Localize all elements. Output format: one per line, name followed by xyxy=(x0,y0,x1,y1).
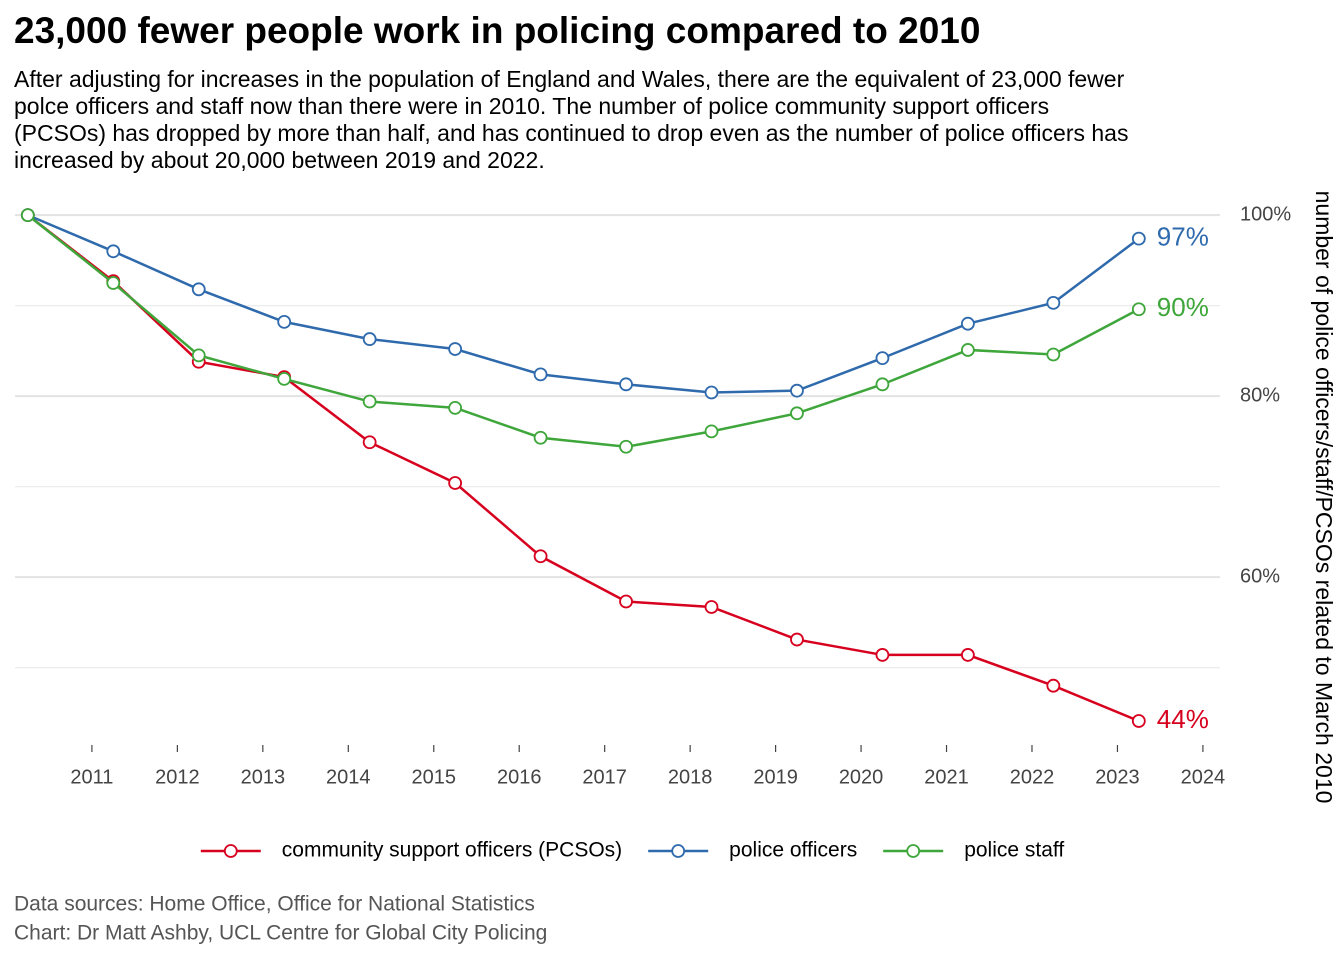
data-point xyxy=(875,648,890,662)
data-point xyxy=(960,316,975,331)
data-point xyxy=(875,377,890,392)
data-point xyxy=(1131,714,1146,728)
value-label: 90% xyxy=(1157,292,1209,322)
y-tick-label: 80% xyxy=(1240,384,1280,406)
subtitle-line: After adjusting for increases in the pop… xyxy=(14,66,1125,92)
y-tick-label: 60% xyxy=(1240,565,1280,587)
data-point xyxy=(704,424,719,439)
x-tick-label: 2014 xyxy=(326,766,371,788)
data-point xyxy=(619,594,633,609)
x-tick-label: 2012 xyxy=(155,766,200,788)
data-point xyxy=(191,348,206,363)
x-tick-label: 2023 xyxy=(1095,766,1140,788)
data-point xyxy=(1131,231,1146,246)
subtitle-line: increased by about 20,000 between 2019 a… xyxy=(14,147,545,173)
data-point xyxy=(790,383,804,398)
subtitle-line: (PCSOs) has dropped by more than half, a… xyxy=(14,120,1128,146)
legend-label: police staff xyxy=(964,839,1064,862)
series-line xyxy=(27,213,1140,394)
legend-marker xyxy=(906,844,921,858)
data-point xyxy=(533,367,548,382)
data-point xyxy=(790,406,804,421)
series-line xyxy=(27,214,1140,723)
y-axis-label: number of police officers/staff/PCSOs re… xyxy=(1311,191,1337,804)
value-label: 44% xyxy=(1157,704,1209,734)
data-point xyxy=(533,549,548,564)
data-point xyxy=(1046,678,1061,693)
data-point xyxy=(1131,302,1146,317)
legend-marker xyxy=(671,844,686,858)
data-point xyxy=(277,372,292,386)
x-tick-label: 2015 xyxy=(412,766,457,788)
legend-item: police officers xyxy=(648,839,857,862)
data-point xyxy=(362,332,377,346)
value-label: 97% xyxy=(1157,222,1209,252)
data-point xyxy=(619,377,633,392)
x-tick-label: 2011 xyxy=(70,766,113,788)
data-point xyxy=(704,385,719,400)
legend-item: police staff xyxy=(883,839,1064,862)
x-tick-label: 2021 xyxy=(924,766,969,788)
data-point xyxy=(704,600,719,614)
data-point xyxy=(619,439,633,454)
x-tick-label: 2018 xyxy=(668,766,713,788)
legend-item: community support officers (PCSOs) xyxy=(200,839,622,862)
data-point xyxy=(875,351,890,365)
data-point xyxy=(20,208,35,223)
y-tick-label: 100% xyxy=(1240,203,1291,225)
data-point xyxy=(960,648,975,662)
x-tick-label: 2020 xyxy=(839,766,884,788)
data-point xyxy=(106,244,121,259)
x-tick-label: 2016 xyxy=(497,766,542,788)
data-point xyxy=(362,435,377,450)
caption-line: Data sources: Home Office, Office for Na… xyxy=(14,893,535,916)
data-point xyxy=(790,632,804,647)
legend-label: community support officers (PCSOs) xyxy=(282,839,622,862)
legend-marker xyxy=(223,844,238,858)
x-tick-label: 2019 xyxy=(753,766,798,788)
data-point xyxy=(448,400,463,415)
data-point xyxy=(448,342,463,356)
data-point xyxy=(277,314,292,329)
series-line xyxy=(27,214,1140,449)
x-tick-label: 2022 xyxy=(1010,766,1055,788)
data-point xyxy=(960,343,975,357)
data-point xyxy=(533,430,548,445)
data-point xyxy=(1046,295,1061,310)
x-tick-label: 2013 xyxy=(241,766,286,788)
chart-title: 23,000 fewer people work in policing com… xyxy=(14,10,980,51)
data-point xyxy=(106,276,121,290)
data-point xyxy=(362,394,377,409)
caption-line: Chart: Dr Matt Ashby, UCL Centre for Glo… xyxy=(14,922,547,945)
data-point xyxy=(191,282,206,297)
x-tick-label: 2017 xyxy=(582,766,627,788)
x-tick-label: 2024 xyxy=(1181,766,1226,788)
legend-label: police officers xyxy=(729,839,857,862)
data-point xyxy=(1046,347,1061,362)
data-point xyxy=(448,476,463,490)
subtitle-line: polce officers and staff now than there … xyxy=(14,93,1049,119)
